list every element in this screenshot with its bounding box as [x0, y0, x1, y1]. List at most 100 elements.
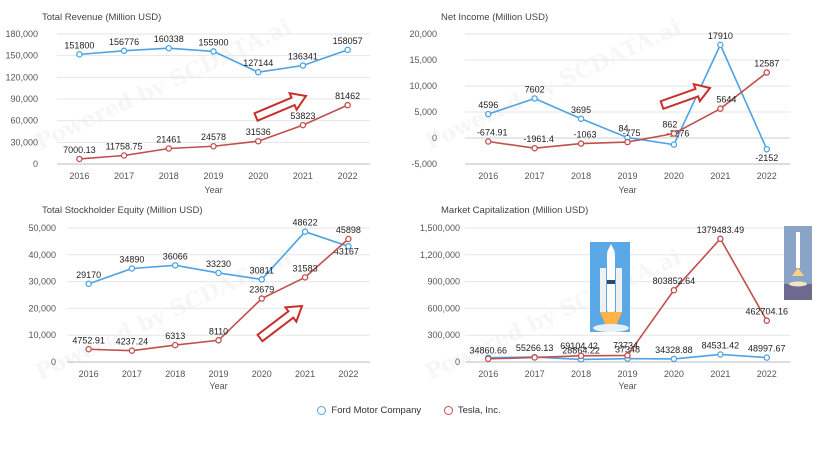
data-label-ford: 155900: [198, 37, 228, 47]
y-tick-label: 5,000: [414, 107, 437, 117]
data-point-tesla: [299, 121, 307, 129]
data-label-tesla: 6313: [165, 331, 185, 341]
rocket-nose: [607, 244, 615, 252]
y-tick-label: 15,000: [409, 55, 437, 65]
data-point-tesla: [763, 69, 771, 76]
data-label-ford: 34328.88: [655, 345, 693, 355]
data-label-tesla: 4237.24: [116, 337, 149, 347]
x-axis-label: Year: [618, 381, 636, 391]
rocket-launch-icon: [590, 242, 630, 332]
data-label-ford: 48622: [293, 218, 318, 228]
data-point-ford: [344, 46, 351, 54]
y-tick-label: 0: [33, 159, 38, 169]
y-tick-label: 10,000: [409, 81, 437, 91]
legend-item-tesla[interactable]: Tesla, Inc.: [443, 405, 501, 416]
x-tick-label: 2018: [571, 171, 591, 181]
data-label-ford: 84: [618, 124, 628, 134]
data-point-ford: [215, 269, 222, 277]
data-label-tesla: 21461: [156, 135, 181, 145]
data-point-tesla: [670, 130, 678, 137]
data-label-tesla: 45898: [336, 225, 361, 235]
x-tick-label: 2016: [69, 171, 89, 181]
x-tick-label: 2022: [757, 171, 777, 181]
y-tick-label: 10,000: [28, 330, 56, 340]
x-tick-label: 2020: [664, 369, 684, 379]
data-point-ford: [763, 354, 771, 361]
x-tick-label: 2017: [114, 171, 134, 181]
rocket-booster: [600, 268, 606, 312]
data-point-ford: [299, 62, 307, 69]
trend-arrow-icon: [256, 304, 304, 343]
data-point-tesla: [76, 155, 83, 163]
data-point-ford: [670, 355, 678, 363]
data-label-ford: 160338: [154, 34, 184, 44]
data-point-tesla: [577, 140, 585, 147]
data-point-ford: [484, 110, 492, 118]
y-tick-label: 20,000: [28, 303, 56, 313]
data-label-ford: -2152: [755, 153, 778, 163]
data-label-ford: 48997.67: [748, 344, 786, 354]
data-label-ford: 84531.42: [702, 340, 740, 350]
data-label-tesla: 803852.64: [653, 276, 696, 286]
data-point-tesla: [345, 235, 352, 243]
data-label-ford: 30811: [250, 265, 274, 275]
data-label-tesla: 8110: [209, 326, 228, 336]
data-point-tesla: [624, 138, 631, 146]
data-label-ford: -1276: [666, 129, 689, 139]
data-label-tesla: 69104.42: [560, 341, 598, 351]
data-label-tesla: 11758.75: [106, 142, 143, 152]
x-tick-label: 2018: [165, 369, 185, 379]
data-point-tesla: [344, 101, 351, 109]
data-point-ford: [258, 276, 266, 283]
data-label-tesla: 5644: [716, 95, 736, 105]
rocket-smoke: [593, 324, 629, 332]
data-label-ford: 55266.13: [516, 343, 554, 353]
y-tick-label: 20,000: [409, 29, 437, 39]
y-tick-label: -5,000: [411, 159, 437, 169]
legend-item-ford[interactable]: Ford Motor Company: [317, 405, 421, 416]
rocket-booster: [616, 268, 622, 312]
data-point-ford: [254, 68, 262, 76]
y-tick-label: 120,000: [5, 72, 38, 82]
data-point-ford: [345, 243, 352, 250]
data-label-tesla: 4752.91: [72, 335, 105, 345]
data-point-tesla: [717, 105, 724, 112]
x-tick-label: 2019: [617, 171, 637, 181]
data-point-tesla: [531, 144, 538, 152]
chart-title: Total Stockholder Equity (Million USD): [42, 205, 203, 216]
data-label-tesla: 31583: [293, 263, 318, 273]
x-tick-label: 2017: [525, 171, 545, 181]
x-tick-label: 2020: [248, 171, 268, 181]
x-tick-label: 2022: [757, 369, 777, 379]
y-tick-label: 150,000: [5, 51, 38, 61]
data-label-tesla: 53823: [290, 111, 315, 121]
y-tick-label: 60,000: [10, 116, 38, 126]
trend-arrow-icon: [253, 91, 308, 122]
data-point-tesla: [171, 341, 179, 349]
data-point-tesla: [577, 352, 585, 360]
x-tick-label: 2021: [710, 369, 730, 379]
data-label-tesla: 23679: [249, 285, 274, 295]
data-label-ford: 43167: [334, 246, 359, 256]
data-label-tesla: 7000.13: [63, 145, 96, 155]
data-label-ford: 158057: [333, 36, 363, 46]
x-axis-label: Year: [618, 185, 636, 195]
data-point-ford: [763, 145, 771, 153]
data-point-tesla: [301, 274, 309, 281]
data-point-ford: [128, 265, 136, 272]
data-point-tesla: [717, 235, 724, 243]
data-point-ford: [301, 228, 309, 235]
data-label-tesla: -1961.4: [523, 134, 554, 144]
data-label-tesla: 73734: [613, 340, 638, 350]
data-label-ford: 7602: [525, 84, 545, 94]
y-tick-label: 30,000: [10, 137, 38, 147]
landing-rocket-body: [796, 232, 800, 268]
x-tick-label: 2021: [710, 171, 730, 181]
y-tick-label: 30,000: [28, 277, 56, 287]
legend-marker-ford: [317, 405, 327, 415]
x-tick-label: 2018: [159, 171, 179, 181]
y-tick-label: 600,000: [427, 303, 460, 313]
data-point-tesla: [484, 355, 492, 363]
data-point-ford: [717, 351, 724, 358]
data-label-ford: 156776: [109, 37, 139, 47]
